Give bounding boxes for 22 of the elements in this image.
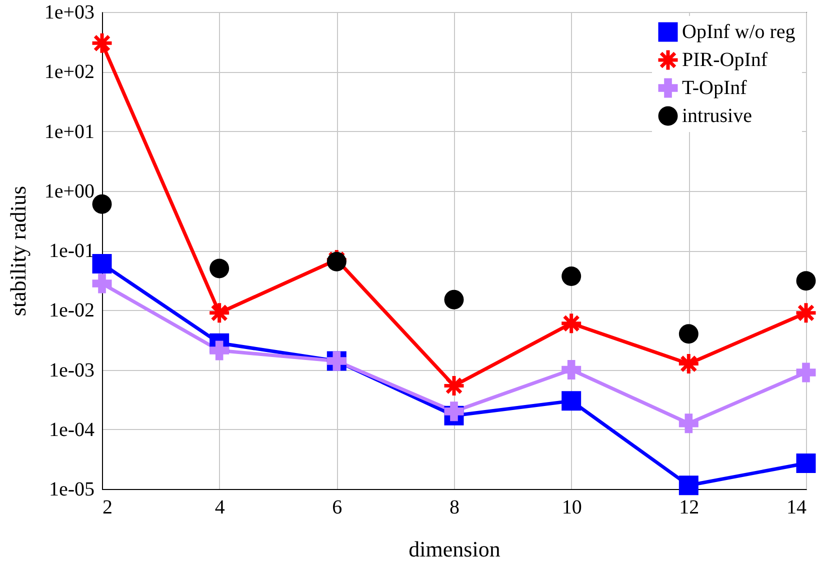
y-tick-label: 1e+01 <box>44 120 94 143</box>
y-tick-label: 1e-05 <box>48 478 94 500</box>
y-tick-label: 1e-03 <box>48 359 94 382</box>
x-tick-label: 14 <box>786 496 806 518</box>
y-tick-label: 1e+03 <box>44 2 94 24</box>
y-tick-label: 1e+00 <box>44 180 94 202</box>
legend-label: PIR-OpInf <box>682 49 768 71</box>
legend-label: intrusive <box>682 105 752 127</box>
x-tick-label: 2 <box>102 496 112 518</box>
legend-label: T-OpInf <box>682 77 748 99</box>
y-tick-label: 1e+02 <box>44 61 94 84</box>
y-tick-label: 1e-02 <box>48 300 94 322</box>
y-tick-label: 1e-01 <box>48 240 94 262</box>
x-axis-title: dimension <box>408 536 500 562</box>
x-tick-label: 12 <box>679 496 700 518</box>
legend-label: OpInf w/o reg <box>682 21 796 43</box>
x-tick-label: 10 <box>562 496 582 518</box>
y-axis-title: stability radius <box>5 186 30 316</box>
x-tick-label: 8 <box>450 496 460 518</box>
x-tick-label: 6 <box>332 496 342 518</box>
x-tick-label: 4 <box>214 496 225 518</box>
y-tick-label: 1e-04 <box>48 418 94 441</box>
